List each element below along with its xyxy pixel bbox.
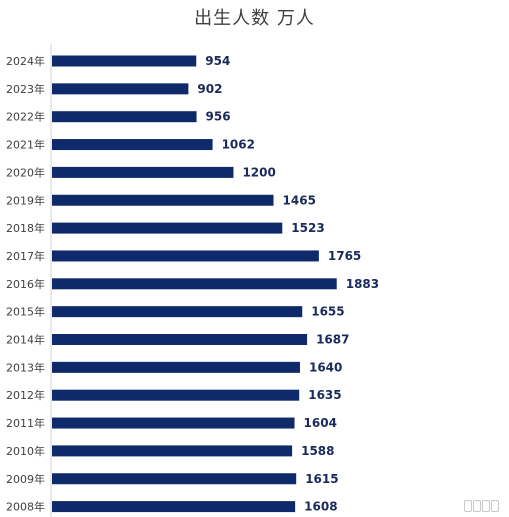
y-tick-label: 2021年	[6, 138, 45, 152]
bar	[52, 278, 337, 290]
data-label: 1200	[242, 165, 275, 179]
y-tick-label: 2015年	[6, 305, 45, 319]
bar	[52, 389, 300, 401]
y-tick-label: 2008年	[6, 500, 45, 514]
y-tick-label: 2018年	[6, 221, 45, 235]
y-tick-label: 2014年	[6, 333, 45, 347]
bar	[52, 111, 197, 123]
y-tick-label: 2017年	[6, 249, 45, 263]
y-tick-label: 2016年	[6, 277, 45, 291]
data-label: 1655	[311, 305, 344, 319]
bar	[52, 83, 189, 95]
y-tick-label: 2013年	[6, 360, 45, 374]
watermark	[463, 497, 503, 512]
bar	[52, 306, 303, 318]
data-label: 1765	[328, 249, 361, 263]
y-tick-label: 2022年	[6, 110, 45, 124]
bar	[52, 55, 197, 67]
bar	[52, 417, 295, 429]
watermark-block	[473, 500, 481, 512]
y-tick-label: 2023年	[6, 82, 45, 96]
data-label: 902	[197, 82, 222, 96]
data-label: 1883	[346, 277, 379, 291]
bar	[52, 473, 297, 485]
watermark-block	[491, 500, 499, 512]
bar	[52, 250, 319, 262]
y-tick-label: 2009年	[6, 472, 45, 486]
data-label: 1687	[316, 333, 349, 347]
data-label: 956	[206, 110, 231, 124]
bar	[52, 361, 300, 373]
watermark-block	[464, 500, 472, 512]
bar	[52, 501, 296, 513]
data-label: 1465	[283, 193, 316, 207]
chart-title: 出生人数 万人	[194, 8, 315, 29]
y-tick-label: 2019年	[6, 193, 45, 207]
y-tick-label: 2020年	[6, 165, 45, 179]
y-tick-label: 2011年	[6, 416, 45, 430]
y-tick-label: 2024年	[6, 54, 45, 68]
watermark-block	[482, 500, 490, 512]
bar	[52, 139, 213, 151]
bar	[52, 194, 274, 206]
data-label: 1635	[308, 388, 341, 402]
data-label: 954	[205, 54, 230, 68]
data-label: 1615	[305, 472, 338, 486]
data-label: 1604	[304, 416, 337, 430]
bar	[52, 222, 283, 234]
y-tick-label: 2012年	[6, 388, 45, 402]
data-label: 1588	[301, 444, 334, 458]
bar	[52, 445, 293, 457]
data-label: 1062	[222, 138, 255, 152]
y-tick-label: 2010年	[6, 444, 45, 458]
bar	[52, 334, 308, 345]
data-label: 1608	[304, 500, 337, 514]
data-label: 1640	[309, 360, 342, 374]
data-label: 1523	[291, 221, 324, 235]
bar	[52, 166, 234, 178]
